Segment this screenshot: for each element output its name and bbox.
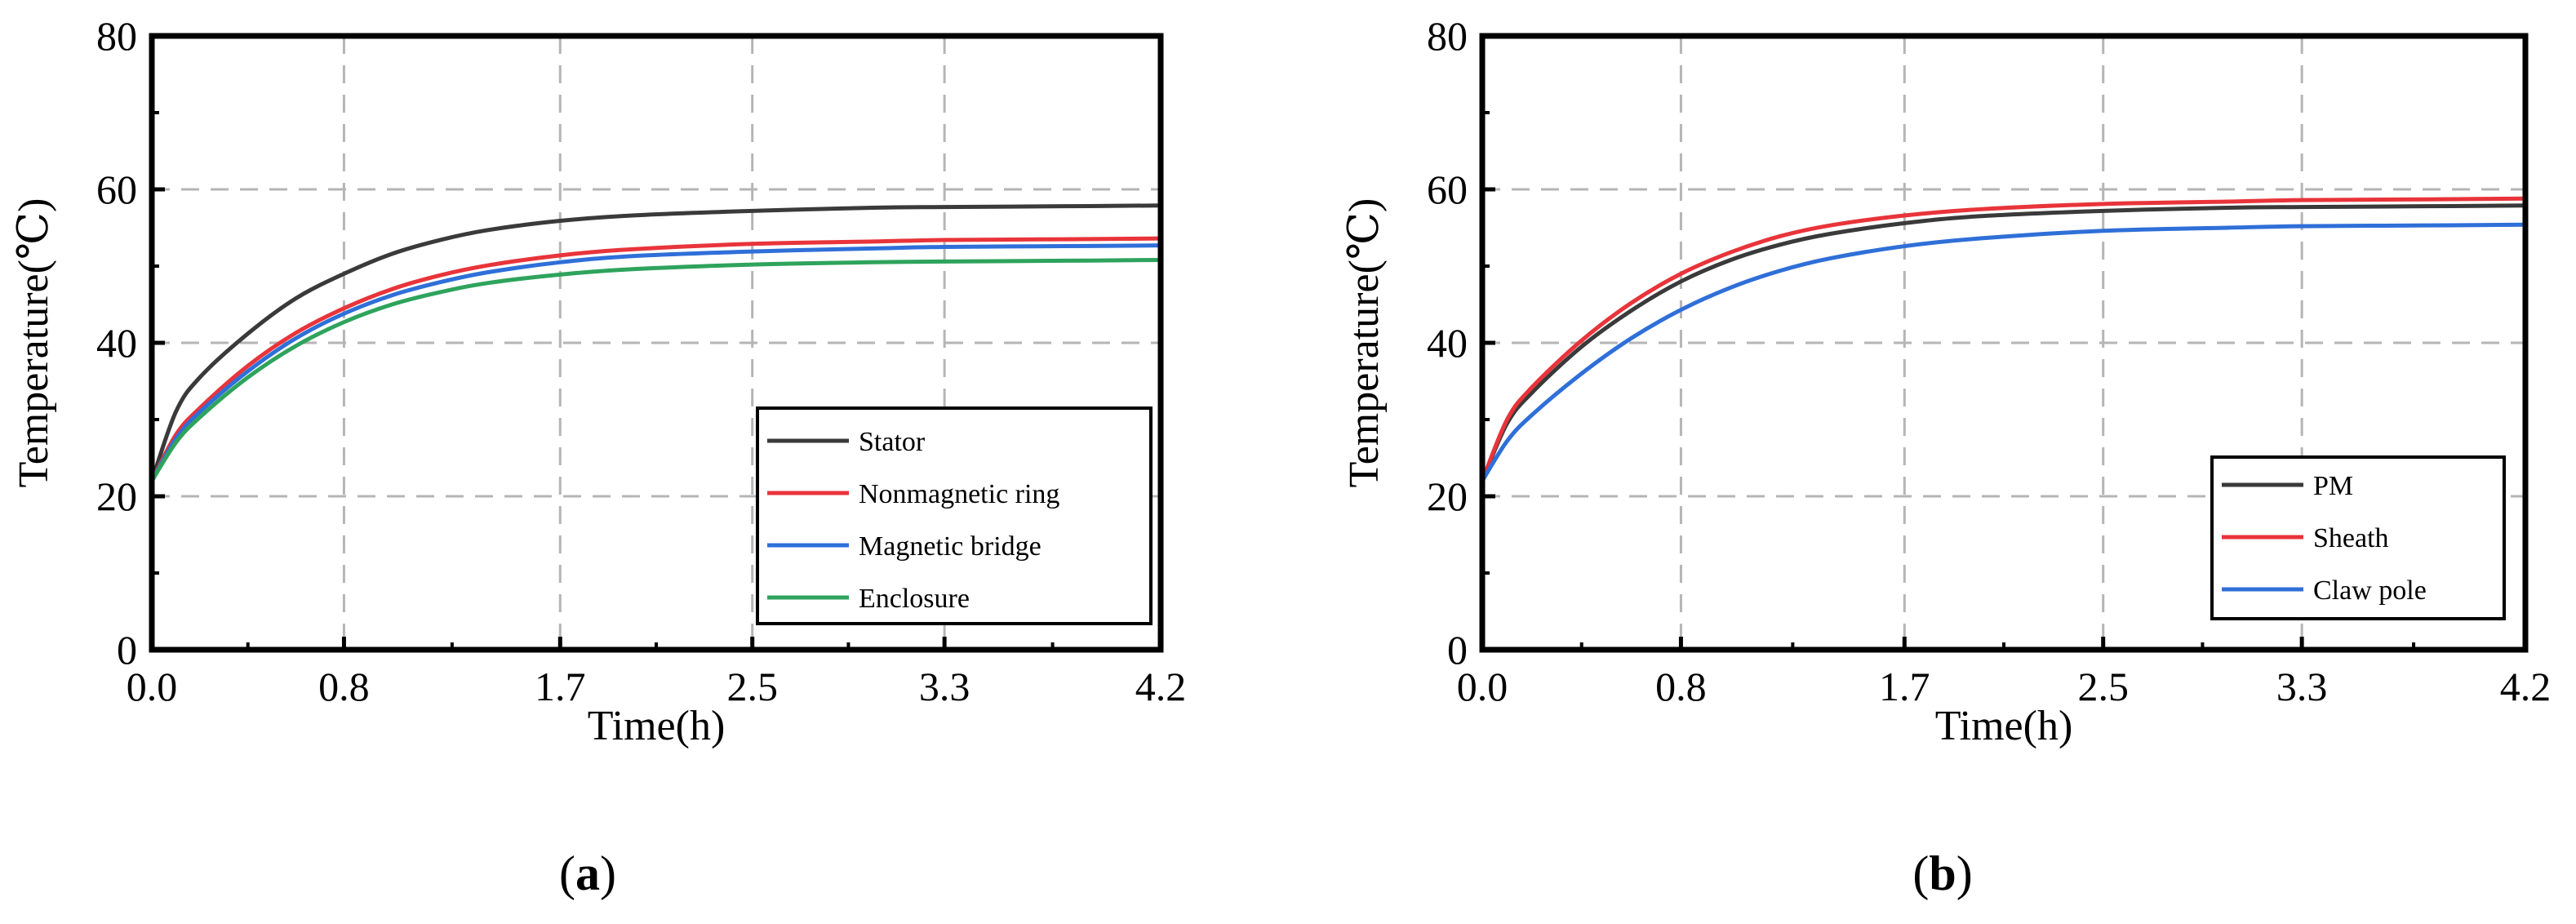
legend-label: Claw pole bbox=[2313, 575, 2427, 606]
y-tick-label: 20 bbox=[1427, 473, 1468, 519]
x-tick-label: 0.8 bbox=[318, 664, 370, 709]
legend-label: Sheath bbox=[2313, 523, 2389, 553]
chart-panel-b: 0.0 0.8 1.7 2.5 3.3 4.2 0 20 40 60 80 Time(h) Temper… bbox=[1341, 13, 2551, 900]
legend-label: Nonmagnetic ring bbox=[859, 479, 1059, 509]
series-line-enclosure bbox=[149, 257, 1161, 482]
y-tick-label: 80 bbox=[96, 13, 137, 59]
series-line-pm bbox=[1480, 203, 2526, 482]
x-tick-label: 3.3 bbox=[2276, 664, 2328, 709]
x-tick-label: 1.7 bbox=[535, 664, 586, 709]
series-line-sheath bbox=[1480, 196, 2526, 482]
y-tick-label: 60 bbox=[96, 167, 137, 212]
legend-label: PM bbox=[2313, 471, 2353, 501]
x-tick-label: 0.8 bbox=[1655, 664, 1707, 709]
series-line-claw-pole bbox=[1480, 222, 2526, 482]
legend-label: Enclosure bbox=[859, 584, 970, 614]
x-axis-label: Time(h) bbox=[1935, 703, 2073, 749]
y-tick-label: 0 bbox=[117, 627, 137, 673]
chart-panel-a: 0.0 0.8 1.7 2.5 3.3 4.2 0 20 40 60 80 Time(h) Temper… bbox=[11, 13, 1186, 900]
panel-label: (a) bbox=[559, 846, 616, 900]
y-axis-label: Temperature(℃) bbox=[11, 198, 57, 488]
x-tick-label: 1.7 bbox=[1879, 664, 1930, 709]
series-line-stator bbox=[149, 203, 1161, 482]
y-tick-label: 0 bbox=[1447, 627, 1468, 673]
legend: PM Sheath Claw pole bbox=[2210, 455, 2506, 620]
y-tick-label: 60 bbox=[1427, 167, 1468, 212]
x-tick-label: 4.2 bbox=[1135, 664, 1187, 709]
x-tick-label: 2.5 bbox=[2077, 664, 2129, 709]
y-tick-label: 20 bbox=[96, 473, 137, 519]
x-tick-label: 4.2 bbox=[2500, 664, 2552, 709]
series-line-magnetic-bridge bbox=[149, 243, 1161, 482]
y-tick-label: 80 bbox=[1427, 13, 1468, 59]
legend: Stator Nonmagnetic ring Magnetic bridge Enc… bbox=[756, 406, 1153, 625]
y-tick-label: 40 bbox=[96, 320, 137, 366]
x-tick-label: 0.0 bbox=[127, 664, 178, 709]
x-axis-label: Time(h) bbox=[588, 703, 726, 749]
x-tick-label: 0.0 bbox=[1457, 664, 1508, 709]
x-tick-label: 2.5 bbox=[726, 664, 778, 709]
x-tick-label: 3.3 bbox=[919, 664, 970, 709]
legend-label: Magnetic bridge bbox=[859, 531, 1042, 562]
y-axis-label: Temperature(℃) bbox=[1341, 198, 1388, 488]
legend-box bbox=[756, 406, 1153, 625]
y-tick-label: 40 bbox=[1427, 320, 1468, 366]
panel-label: (b) bbox=[1912, 846, 1972, 900]
legend-label: Stator bbox=[859, 427, 926, 457]
series-line-nonmagnetic-ring bbox=[149, 236, 1161, 482]
